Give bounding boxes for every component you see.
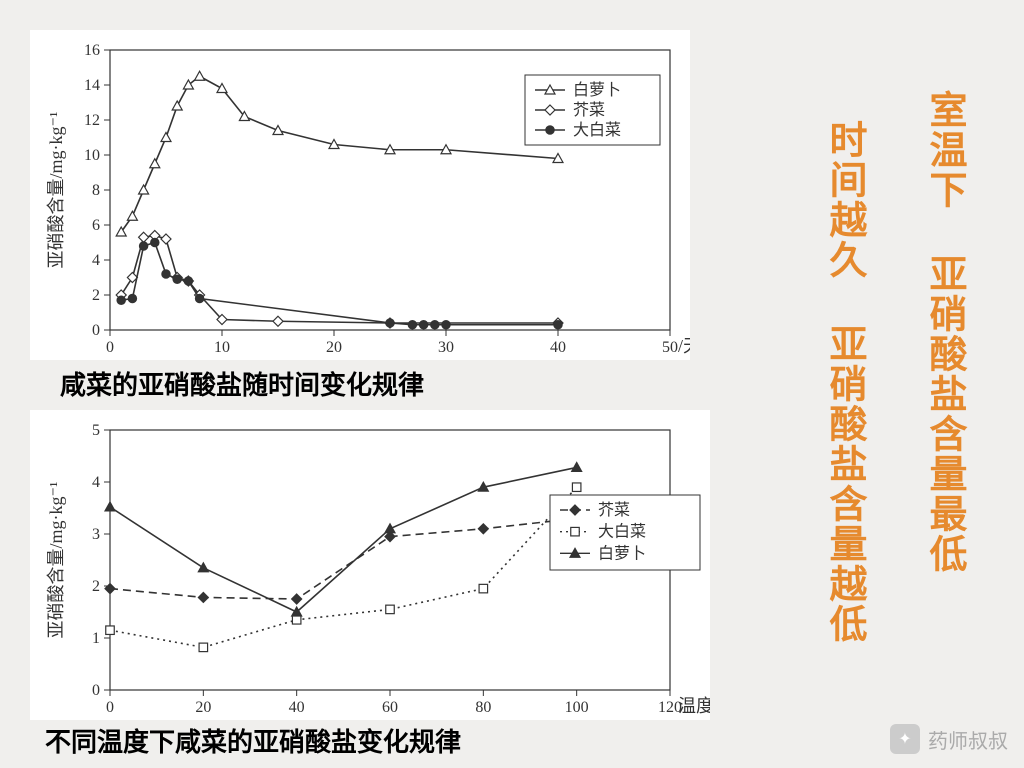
svg-text:0: 0 [92,682,100,699]
chart1-caption: 咸菜的亚硝酸盐随时间变化规律 [60,365,424,402]
watermark-label: 药师叔叔 [928,725,1008,754]
svg-text:亚硝酸含量/mg·kg⁻¹: 亚硝酸含量/mg·kg⁻¹ [46,112,66,269]
nitrite-vs-temperature-chart: 020406080100120012345亚硝酸含量/mg·kg⁻¹温度/℃芥菜… [30,410,710,720]
chart2-caption: 不同温度下咸菜的亚硝酸盐变化规律 [45,722,461,759]
svg-text:40: 40 [289,699,305,716]
svg-text:40: 40 [550,339,566,356]
svg-text:0: 0 [106,699,114,716]
svg-text:16: 16 [84,42,100,59]
svg-text:芥菜: 芥菜 [573,101,605,119]
svg-text:芥菜: 芥菜 [598,501,630,519]
svg-text:大白菜: 大白菜 [598,523,646,541]
svg-text:1: 1 [92,630,100,647]
note-time-longer: 时间越久 亚硝酸盐含量越低 [822,120,864,644]
svg-text:/天: /天 [678,336,690,356]
svg-text:温度/℃: 温度/℃ [678,696,710,716]
svg-text:2: 2 [92,287,100,304]
svg-text:5: 5 [92,422,100,439]
svg-text:大白菜: 大白菜 [573,121,621,139]
svg-text:6: 6 [92,217,100,234]
svg-text:2: 2 [92,578,100,595]
svg-text:亚硝酸含量/mg·kg⁻¹: 亚硝酸含量/mg·kg⁻¹ [46,482,66,639]
svg-text:0: 0 [92,322,100,339]
svg-text:4: 4 [92,252,100,269]
nitrite-vs-time-chart: 0 10 20 30 40 50 0 2 4 6 8 10 12 14 16 亚硝酸含量/mg·kg⁻¹/天 白… [30,30,690,360]
svg-text:20: 20 [195,699,211,716]
svg-text:20: 20 [326,339,342,356]
svg-text:3: 3 [92,526,100,543]
wechat-icon: ✦ [890,724,920,754]
svg-text:80: 80 [475,699,491,716]
svg-text:10: 10 [214,339,230,356]
svg-text:0: 0 [106,339,114,356]
svg-text:12: 12 [84,112,100,129]
wechat-watermark: ✦ 药师叔叔 [890,724,1008,754]
svg-text:60: 60 [382,699,398,716]
svg-text:白萝卜: 白萝卜 [598,544,646,562]
svg-text:14: 14 [84,77,100,94]
note-room-temperature: 室温下 亚硝酸盐含量最低 [922,90,964,574]
svg-text:100: 100 [565,699,589,716]
svg-text:8: 8 [92,182,100,199]
svg-text:30: 30 [438,339,454,356]
svg-text:4: 4 [92,474,100,491]
svg-text:白萝卜: 白萝卜 [573,81,621,99]
svg-text:50: 50 [662,339,678,356]
svg-text:10: 10 [84,147,100,164]
